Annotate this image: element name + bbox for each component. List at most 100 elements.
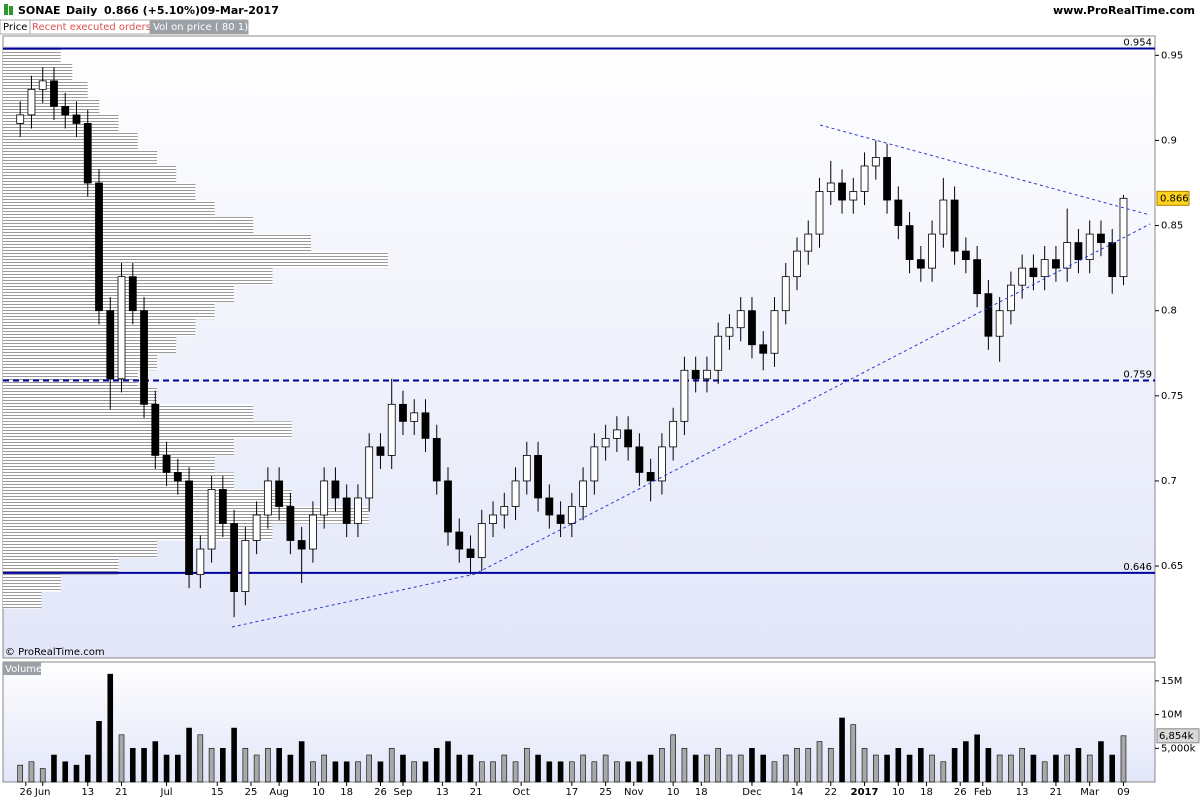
volume-bar xyxy=(704,754,710,783)
volume-bar xyxy=(17,764,23,783)
volume-profile-bar xyxy=(3,472,234,490)
volume-bar xyxy=(580,754,586,783)
x-tick-label: 26 xyxy=(954,787,967,798)
candle-body xyxy=(849,191,858,201)
candle-body xyxy=(83,123,92,184)
volume-bar xyxy=(940,761,947,783)
x-tick-label: 21 xyxy=(470,787,483,798)
volume-profile-bar xyxy=(3,557,119,575)
volume-bar xyxy=(602,754,609,783)
volume-bar xyxy=(332,761,339,783)
volume-bar xyxy=(1120,735,1127,783)
candle-body xyxy=(939,199,948,235)
volume-bar xyxy=(546,761,553,783)
volume-profile-bar xyxy=(3,46,61,64)
candle-body xyxy=(669,420,678,448)
volume-bar xyxy=(839,717,845,783)
candle-body xyxy=(106,310,115,380)
last-price-label: 0.866 xyxy=(1160,193,1189,204)
candle-body xyxy=(522,455,531,482)
candle-body xyxy=(680,369,689,422)
level-label: 0.759 xyxy=(1123,369,1152,380)
volume-bar xyxy=(715,747,721,783)
candle-body xyxy=(916,259,925,269)
volume-bar xyxy=(625,761,631,783)
x-tick-label: 21 xyxy=(115,787,128,798)
candle-body xyxy=(72,114,81,124)
candle-body xyxy=(410,412,419,422)
volume-bar xyxy=(186,727,192,783)
tab[interactable] xyxy=(149,19,249,35)
volume-bar xyxy=(51,754,57,783)
candle-body xyxy=(477,523,486,558)
tab-label[interactable]: Recent executed orders xyxy=(32,22,151,33)
volume-tab xyxy=(3,662,41,675)
candle-body xyxy=(793,250,801,278)
copyright: © ProRealTime.com xyxy=(5,647,105,658)
period: Daily xyxy=(66,4,97,17)
candle-body xyxy=(185,480,193,575)
candle-body xyxy=(342,497,351,524)
candle-body xyxy=(511,480,520,507)
x-tick-label: 10 xyxy=(312,787,325,798)
volume-bar xyxy=(388,747,395,783)
candle-body xyxy=(894,199,903,226)
candle-body xyxy=(601,437,610,448)
volume-bar xyxy=(895,747,902,783)
last-volume-label: 6,854k xyxy=(1159,731,1194,742)
tab-label[interactable]: Price xyxy=(3,22,27,33)
volume-bar xyxy=(242,747,249,783)
candle-body xyxy=(973,259,982,295)
volume-bar xyxy=(118,734,125,783)
candle-body xyxy=(714,335,723,371)
x-tick-label: 18 xyxy=(695,787,708,798)
volume-profile-bar xyxy=(3,387,157,405)
x-tick-label: 18 xyxy=(340,787,353,798)
candle-body xyxy=(218,489,227,524)
candle-body xyxy=(320,480,329,516)
x-tick-label: Nov xyxy=(624,787,644,798)
candle-body xyxy=(241,540,250,593)
volume-bar xyxy=(1109,754,1116,783)
volume-bar xyxy=(220,747,226,783)
volume-bar xyxy=(782,754,789,783)
candle-body xyxy=(883,157,891,201)
candle-body xyxy=(1097,233,1105,243)
volume-bar xyxy=(467,754,474,783)
candle-body xyxy=(387,403,396,456)
candle-body xyxy=(207,489,216,550)
volume-bar xyxy=(197,734,204,783)
candle-body xyxy=(309,514,317,550)
x-tick-label: 26 xyxy=(19,787,32,798)
candle-body xyxy=(252,514,261,541)
candle-body xyxy=(612,429,621,439)
volume-bar xyxy=(28,761,35,783)
candle-body xyxy=(1074,242,1083,261)
x-tick-label: 15 xyxy=(211,787,224,798)
volume-bar xyxy=(749,747,755,783)
candle-body xyxy=(173,472,182,482)
volume-bar xyxy=(557,761,564,783)
volume-bar xyxy=(569,761,575,783)
candle-body xyxy=(826,182,835,192)
volume-profile-bar xyxy=(3,523,273,541)
volume-bar xyxy=(433,747,440,783)
tab-label[interactable]: Vol on price ( 80 1) xyxy=(153,22,248,33)
volume-bar xyxy=(231,727,237,783)
volume-bar xyxy=(377,761,384,783)
x-tick-label: 18 xyxy=(920,787,933,798)
price-change: 0.866 (+5.10%) xyxy=(104,4,200,17)
volume-bar xyxy=(805,747,812,783)
volume-bar xyxy=(287,754,294,783)
candle-body xyxy=(230,523,238,593)
volume-profile-bar xyxy=(3,63,73,81)
candle-body xyxy=(275,480,284,507)
volume-bar xyxy=(512,761,519,783)
y-tick-label: 0.65 xyxy=(1161,561,1183,572)
candle-body xyxy=(140,310,148,405)
volume-profile-bar xyxy=(3,540,157,558)
volume-bar xyxy=(1008,754,1014,783)
candle-body xyxy=(1108,242,1117,278)
volume-bar xyxy=(501,754,508,783)
